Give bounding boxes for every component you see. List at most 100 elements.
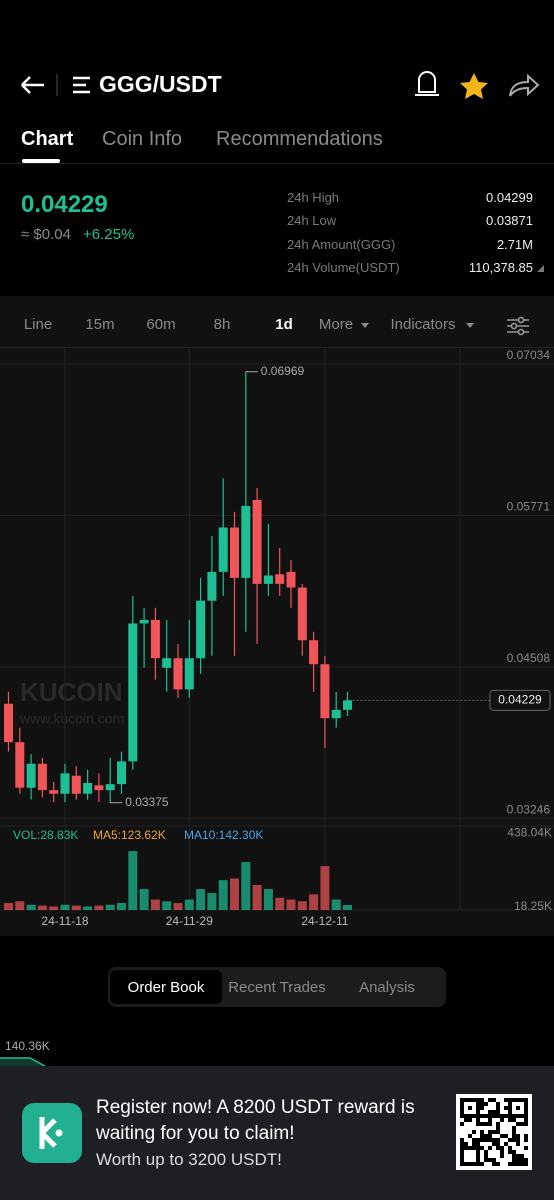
- volume-bar: [331, 899, 341, 910]
- qr-module: [492, 1162, 496, 1166]
- high-label: 0.06969: [261, 364, 305, 378]
- qr-module: [496, 1126, 500, 1130]
- stat-value: 2.71M: [496, 236, 533, 252]
- volume-bar: [184, 899, 194, 910]
- y-tick-label: 0.03246: [507, 802, 551, 816]
- volume-bar: [37, 905, 47, 910]
- qr-module: [468, 1134, 472, 1138]
- qr-module: [508, 1162, 512, 1166]
- qr-module: [524, 1162, 528, 1166]
- volume-bar: [173, 903, 183, 910]
- candle-body: [230, 527, 239, 578]
- qr-module: [496, 1162, 500, 1166]
- timeframe-option[interactable]: More: [318, 316, 354, 333]
- qr-module: [504, 1114, 508, 1118]
- qr-module: [480, 1098, 484, 1102]
- last-price-label: 0.04229: [498, 692, 542, 706]
- last-price-box: [489, 689, 551, 711]
- timeframe-option[interactable]: 60m: [146, 316, 176, 333]
- qr-module: [524, 1118, 528, 1122]
- volume-bar: [15, 901, 25, 910]
- divider: [0, 163, 554, 164]
- qr-module: [524, 1134, 528, 1138]
- trade-tab[interactable]: Analysis: [359, 979, 415, 996]
- y-tick-label: 0.05771: [507, 500, 551, 514]
- trade-tab[interactable]: Order Book: [127, 979, 205, 996]
- share-icon[interactable]: [509, 73, 540, 97]
- timeframe-option[interactable]: 8h: [213, 316, 231, 333]
- candle-body: [309, 640, 319, 665]
- alert-icon[interactable]: [415, 71, 439, 96]
- qr-module: [484, 1138, 488, 1142]
- stat-label: 24h Volume(USDT): [287, 259, 400, 275]
- qr-module: [460, 1110, 464, 1114]
- qr-module: [508, 1114, 512, 1118]
- depth-chart: [0, 1057, 46, 1068]
- volume-tick-label: 18.25K: [514, 899, 552, 913]
- menu-icon[interactable]: [73, 76, 90, 94]
- tab[interactable]: Chart: [21, 128, 74, 150]
- kucoin-logo: [22, 1103, 82, 1163]
- qr-module: [472, 1138, 476, 1142]
- candle-body: [320, 664, 330, 719]
- low-label: 0.03375: [125, 795, 169, 809]
- y-tick-label: 0.07034: [507, 348, 551, 362]
- qr-module: [500, 1154, 504, 1158]
- tab[interactable]: Coin Info: [102, 128, 183, 150]
- timeframe-option[interactable]: Indicators: [390, 316, 456, 333]
- tab[interactable]: Recommendations: [216, 128, 383, 150]
- qr-module: [512, 1118, 516, 1122]
- qr-module: [480, 1106, 484, 1110]
- qr-module: [476, 1142, 480, 1146]
- qr-module: [476, 1138, 480, 1142]
- volume-bar: [117, 903, 126, 910]
- depth-label: 140.36K: [5, 1039, 50, 1053]
- qr-module: [496, 1106, 500, 1110]
- qr-module: [480, 1134, 484, 1138]
- timeframe-option[interactable]: 15m: [85, 316, 115, 333]
- last-price: 0.04229: [21, 191, 108, 218]
- stat-value: 0.03871: [486, 213, 533, 229]
- candle-body: [105, 784, 115, 791]
- qr-module: [496, 1114, 500, 1118]
- qr-module: [472, 1146, 476, 1150]
- qr-module: [484, 1158, 488, 1162]
- qr-module: [492, 1098, 496, 1102]
- qr-module: [516, 1106, 520, 1110]
- qr-module: [516, 1162, 520, 1166]
- qr-module: [464, 1146, 468, 1150]
- qr-module: [496, 1130, 500, 1134]
- qr-module: [516, 1098, 520, 1102]
- timeframe-option[interactable]: Line: [23, 316, 53, 333]
- qr-module: [496, 1142, 500, 1146]
- qr-module: [520, 1098, 524, 1102]
- volume-legend: VOL:28.83K: [13, 828, 78, 842]
- qr-module: [460, 1138, 464, 1142]
- qr-module: [512, 1158, 516, 1162]
- qr-module: [476, 1162, 480, 1166]
- candle-body: [37, 763, 47, 791]
- qr-module: [512, 1126, 516, 1130]
- trade-tab[interactable]: Recent Trades: [228, 979, 326, 996]
- qr-module: [520, 1162, 524, 1166]
- favorite-star[interactable]: [460, 73, 488, 99]
- candlestick-chart: KUCOIN www.kucoin.com 0.07034 0.05771 0.04…: [0, 348, 554, 928]
- qr-module: [508, 1098, 512, 1102]
- qr-module: [464, 1118, 468, 1122]
- volume-bar: [139, 889, 149, 910]
- qr-module: [496, 1110, 500, 1114]
- stat-label: 24h Amount(GGG): [287, 236, 396, 252]
- qr-module: [460, 1162, 464, 1166]
- qr-module: [472, 1114, 476, 1118]
- qr-module: [488, 1146, 492, 1150]
- qr-module: [524, 1122, 528, 1126]
- volume-bar: [218, 880, 228, 910]
- volume-bar: [252, 884, 262, 910]
- qr-module: [492, 1110, 496, 1114]
- qr-module: [520, 1122, 524, 1126]
- settings-icon[interactable]: [506, 315, 530, 337]
- timeframe-option[interactable]: 1d: [275, 316, 293, 333]
- qr-module: [512, 1150, 516, 1154]
- back-arrow[interactable]: [21, 76, 44, 94]
